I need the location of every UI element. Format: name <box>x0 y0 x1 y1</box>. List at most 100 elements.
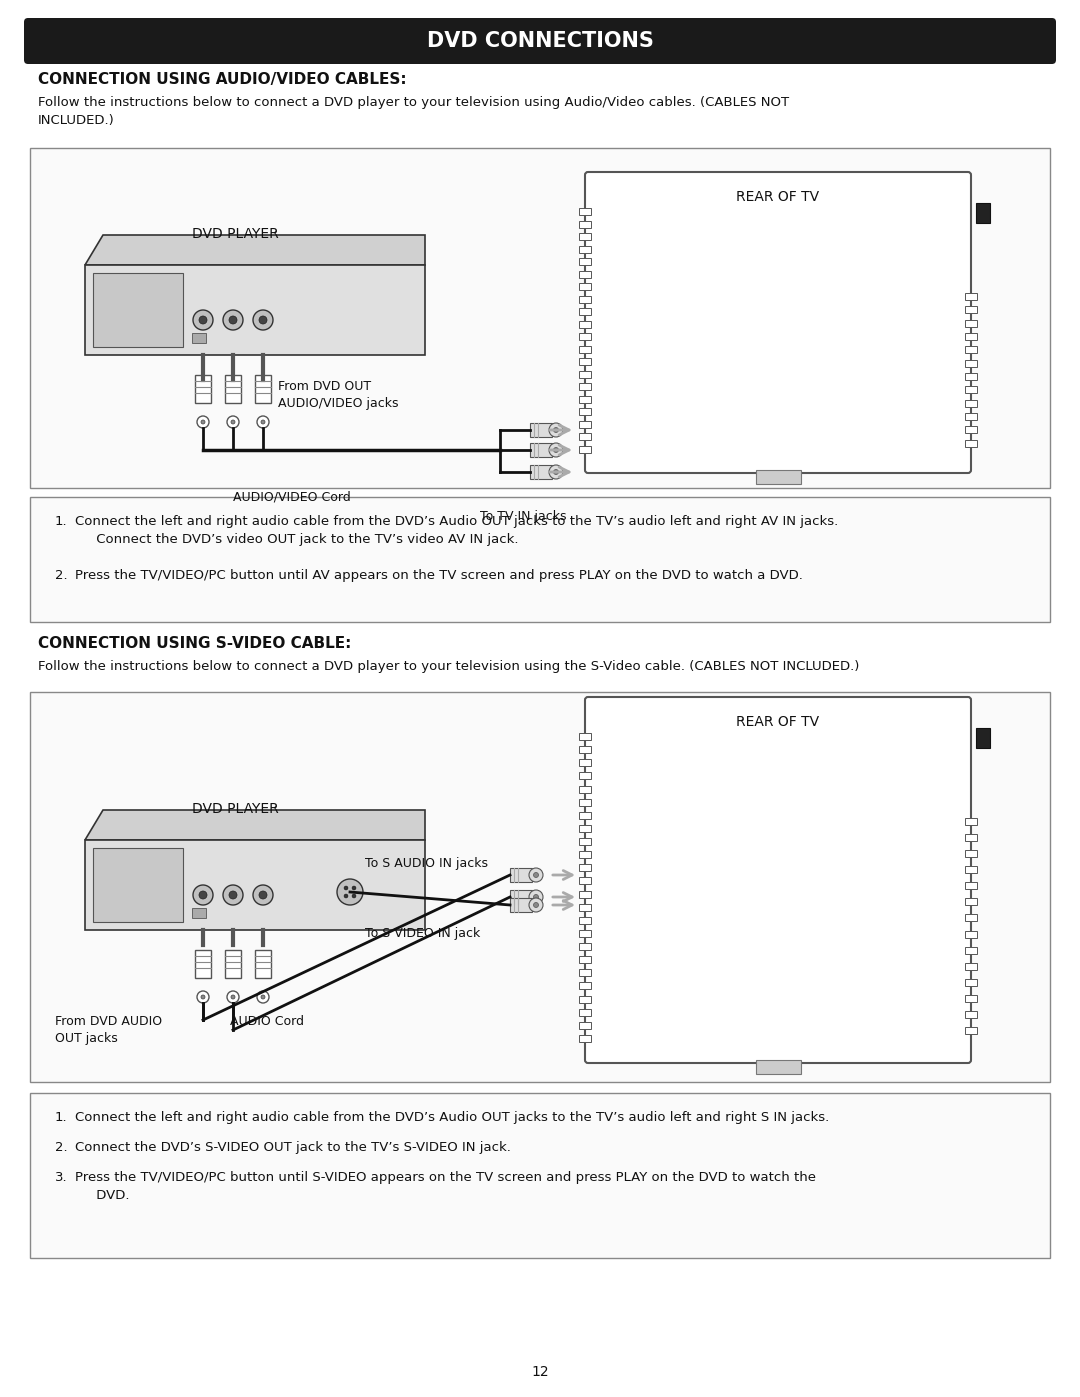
Bar <box>579 877 591 884</box>
Bar <box>966 851 977 858</box>
Bar <box>579 271 591 278</box>
Text: From DVD AUDIO
OUT jacks: From DVD AUDIO OUT jacks <box>55 1016 162 1045</box>
Bar <box>966 979 977 986</box>
Bar <box>966 915 977 922</box>
Circle shape <box>529 868 543 882</box>
Bar <box>579 956 591 963</box>
Text: Connect the left and right audio cable from the DVD’s Audio OUT jacks to the TV’: Connect the left and right audio cable f… <box>75 515 838 546</box>
Bar <box>579 345 591 352</box>
Circle shape <box>529 890 543 904</box>
Bar <box>966 898 977 905</box>
Text: To S VIDEO IN jack: To S VIDEO IN jack <box>365 928 481 940</box>
Circle shape <box>554 427 558 433</box>
Bar <box>85 840 426 930</box>
Bar <box>85 265 426 355</box>
Bar <box>579 824 591 831</box>
Bar <box>579 284 591 291</box>
Bar <box>579 982 591 989</box>
Bar <box>966 440 977 447</box>
Bar <box>192 332 206 344</box>
Circle shape <box>201 420 205 425</box>
Text: AUDIO Cord: AUDIO Cord <box>230 1016 303 1028</box>
Bar <box>976 728 990 747</box>
Circle shape <box>199 316 207 324</box>
Bar <box>966 293 977 300</box>
FancyBboxPatch shape <box>585 697 971 1063</box>
Circle shape <box>554 447 558 453</box>
Circle shape <box>229 316 237 324</box>
Bar <box>255 374 271 402</box>
Bar <box>579 296 591 303</box>
Circle shape <box>534 873 539 877</box>
Circle shape <box>261 420 265 425</box>
Bar <box>530 443 552 457</box>
Text: 12: 12 <box>531 1365 549 1379</box>
Circle shape <box>554 469 558 475</box>
Text: Follow the instructions below to connect a DVD player to your television using A: Follow the instructions below to connect… <box>38 96 789 127</box>
Bar <box>579 233 591 240</box>
Circle shape <box>227 990 239 1003</box>
Circle shape <box>201 995 205 999</box>
Text: 2.: 2. <box>55 1141 68 1154</box>
Bar <box>966 387 977 394</box>
Bar <box>579 307 591 314</box>
Bar <box>579 890 591 897</box>
Circle shape <box>193 310 213 330</box>
Circle shape <box>549 423 563 437</box>
Bar <box>195 374 211 402</box>
Polygon shape <box>85 810 426 840</box>
Bar <box>225 950 241 978</box>
Bar <box>579 446 591 453</box>
Bar <box>579 332 591 339</box>
Circle shape <box>222 310 243 330</box>
Bar <box>966 883 977 890</box>
Circle shape <box>534 902 539 908</box>
Bar <box>966 930 977 937</box>
Circle shape <box>257 990 269 1003</box>
Text: To TV IN jacks: To TV IN jacks <box>480 510 567 522</box>
Bar <box>966 1027 977 1034</box>
Bar <box>966 359 977 366</box>
Circle shape <box>337 879 363 905</box>
Text: Follow the instructions below to connect a DVD player to your television using t: Follow the instructions below to connect… <box>38 659 860 673</box>
Bar <box>530 423 552 437</box>
Bar <box>966 426 977 433</box>
Bar <box>976 203 990 224</box>
Circle shape <box>229 891 237 900</box>
Bar <box>579 420 591 427</box>
Bar <box>579 943 591 950</box>
Bar <box>966 332 977 339</box>
Circle shape <box>345 886 348 890</box>
Bar <box>225 374 241 402</box>
Bar <box>966 819 977 826</box>
Circle shape <box>227 416 239 427</box>
Bar <box>966 1011 977 1018</box>
Bar <box>579 916 591 923</box>
Bar <box>579 746 591 753</box>
Bar <box>93 272 183 346</box>
Bar <box>579 221 591 228</box>
Circle shape <box>231 420 235 425</box>
Circle shape <box>222 886 243 905</box>
Bar <box>530 465 552 479</box>
Text: 3.: 3. <box>55 1171 68 1185</box>
Text: DVD PLAYER: DVD PLAYER <box>191 802 279 816</box>
Text: From DVD OUT
AUDIO/VIDEO jacks: From DVD OUT AUDIO/VIDEO jacks <box>278 380 399 409</box>
FancyBboxPatch shape <box>585 172 971 474</box>
FancyBboxPatch shape <box>24 18 1056 64</box>
Circle shape <box>549 465 563 479</box>
Text: CONNECTION USING S-VIDEO CABLE:: CONNECTION USING S-VIDEO CABLE: <box>38 636 351 651</box>
Bar <box>579 433 591 440</box>
Circle shape <box>529 898 543 912</box>
Circle shape <box>257 416 269 427</box>
Bar <box>579 785 591 792</box>
Bar <box>30 497 1050 622</box>
Bar <box>966 320 977 327</box>
Text: 1.: 1. <box>55 1111 68 1125</box>
Bar <box>579 812 591 819</box>
Circle shape <box>534 894 539 900</box>
Text: REAR OF TV: REAR OF TV <box>737 190 820 204</box>
Circle shape <box>199 891 207 900</box>
Bar <box>579 970 591 977</box>
Bar <box>579 246 591 253</box>
